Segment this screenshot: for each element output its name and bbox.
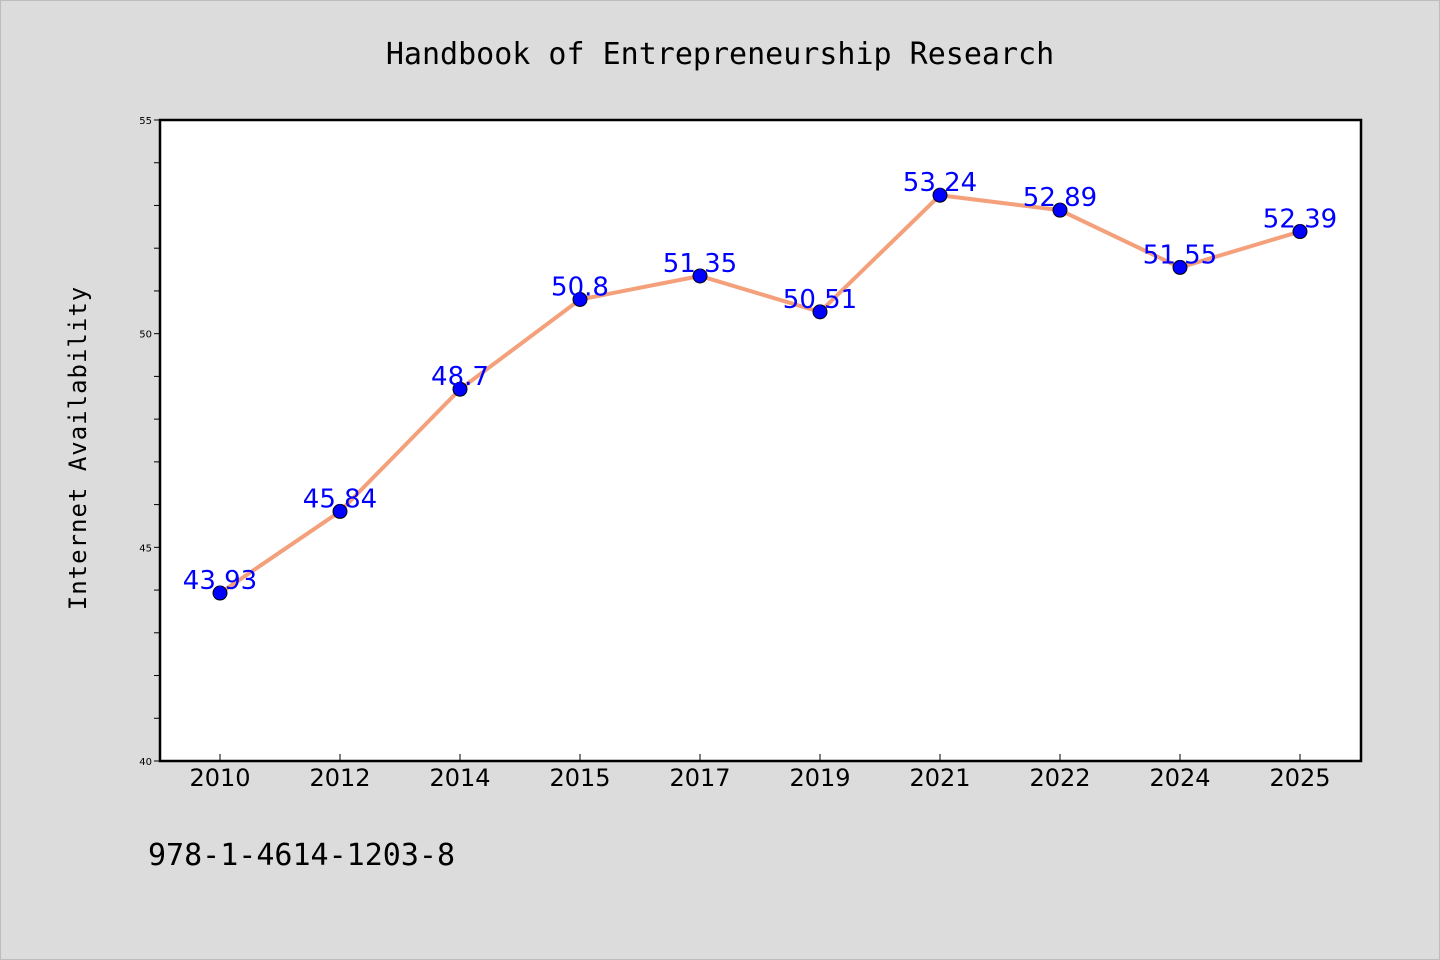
data-label: 50.51 [783,285,857,315]
plot-border [158,118,1363,763]
data-label: 53.24 [903,168,977,198]
data-label: 52.89 [1023,183,1097,213]
x-tick-label: 2024 [1149,764,1210,792]
x-axis: 2010 2012 2014 2015 2017 2019 2021 2022 2024 2025 [189,754,1331,792]
data-point [932,187,948,203]
x-tick-label: 2022 [1029,764,1090,792]
series-line [218,193,1302,596]
data-point [332,503,348,519]
x-tick-label: 2012 [309,764,370,792]
x-tick-label: 2014 [429,764,490,792]
x-tick-label: 2015 [549,764,610,792]
data-label: 48.7 [431,362,489,392]
data-label: 51.35 [663,249,737,279]
y-tick-label: 55 [139,116,152,127]
data-label: 43.93 [183,566,257,596]
data-label: 50.8 [551,272,609,302]
data-point [1172,259,1188,275]
x-tick-label: 2010 [189,764,250,792]
y-tick-label: 40 [139,757,152,768]
y-tick-label: 45 [139,543,152,554]
data-markers [212,187,1308,601]
x-tick-label: 2019 [789,764,850,792]
data-point [692,268,708,284]
x-tick-label: 2025 [1269,764,1330,792]
plot-area [160,120,1361,761]
data-point [812,304,828,320]
data-point [1292,224,1308,240]
isbn-text: 978-1-4614-1203-8 [148,838,455,873]
data-point [452,381,468,397]
y-tick-label: 50 [139,330,152,341]
data-point [212,585,228,601]
data-label: 45.84 [303,484,377,514]
data-label: 52.39 [1263,205,1337,235]
chart-title: Handbook of Entrepreneurship Research [386,37,1054,72]
y-axis-label: Internet Availability [64,286,92,610]
x-tick-label: 2017 [669,764,730,792]
data-label: 51.55 [1143,240,1217,270]
x-tick-label: 2021 [909,764,970,792]
data-point [572,291,588,307]
y-axis: 40 45 50 55 [139,116,160,768]
data-point [1052,202,1068,218]
data-labels: 43.93 45.84 48.7 50.8 51.35 50.51 53.24 52.89 51… [183,168,1337,596]
